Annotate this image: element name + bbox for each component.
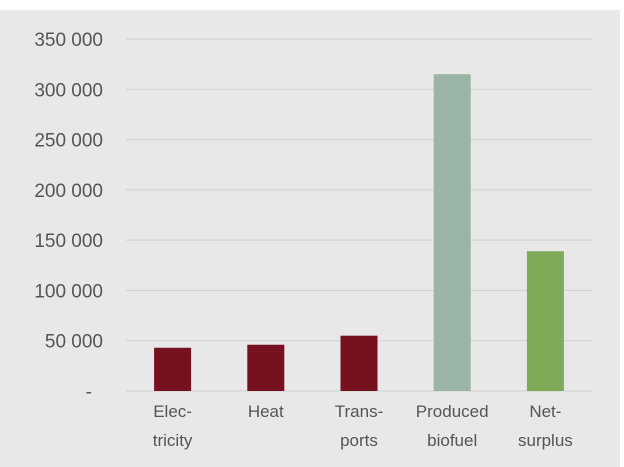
x-category-label: Net- bbox=[529, 402, 561, 421]
bar bbox=[433, 74, 471, 391]
x-category-label: ports bbox=[340, 431, 378, 450]
y-tick-label: 100 000 bbox=[34, 281, 103, 302]
y-tick-label: - bbox=[86, 382, 92, 403]
y-tick-label: 250 000 bbox=[34, 131, 103, 152]
chart-area: - 50 000 100 000 150 000 200 000 250 000 300 0… bbox=[0, 10, 620, 467]
x-category-label: Trans- bbox=[335, 402, 384, 421]
x-category-label: surplus bbox=[518, 431, 573, 450]
y-tick-label: 50 000 bbox=[45, 332, 103, 353]
x-axis-labels: Elec-tricity Heat Trans-ports Produced biofu… bbox=[153, 402, 573, 450]
x-category-label: Elec- bbox=[153, 402, 192, 421]
bar bbox=[340, 335, 378, 391]
y-tick-label: 350 000 bbox=[34, 30, 103, 51]
y-tick-label: 150 000 bbox=[34, 231, 103, 252]
y-tick-label: 200 000 bbox=[34, 181, 103, 202]
gridlines bbox=[126, 38, 592, 392]
x-category-label: tricity bbox=[153, 431, 193, 450]
bar bbox=[526, 251, 564, 391]
y-axis-ticks: - 50 000 100 000 150 000 200 000 250 000 300 0… bbox=[34, 30, 103, 403]
bar bbox=[247, 344, 285, 391]
bar bbox=[154, 347, 192, 391]
bars bbox=[154, 74, 564, 391]
y-tick-label: 300 000 bbox=[34, 80, 103, 101]
x-category-label: biofuel bbox=[427, 431, 477, 450]
x-category-label: Produced bbox=[416, 402, 489, 421]
x-category-label: Heat bbox=[248, 402, 284, 421]
